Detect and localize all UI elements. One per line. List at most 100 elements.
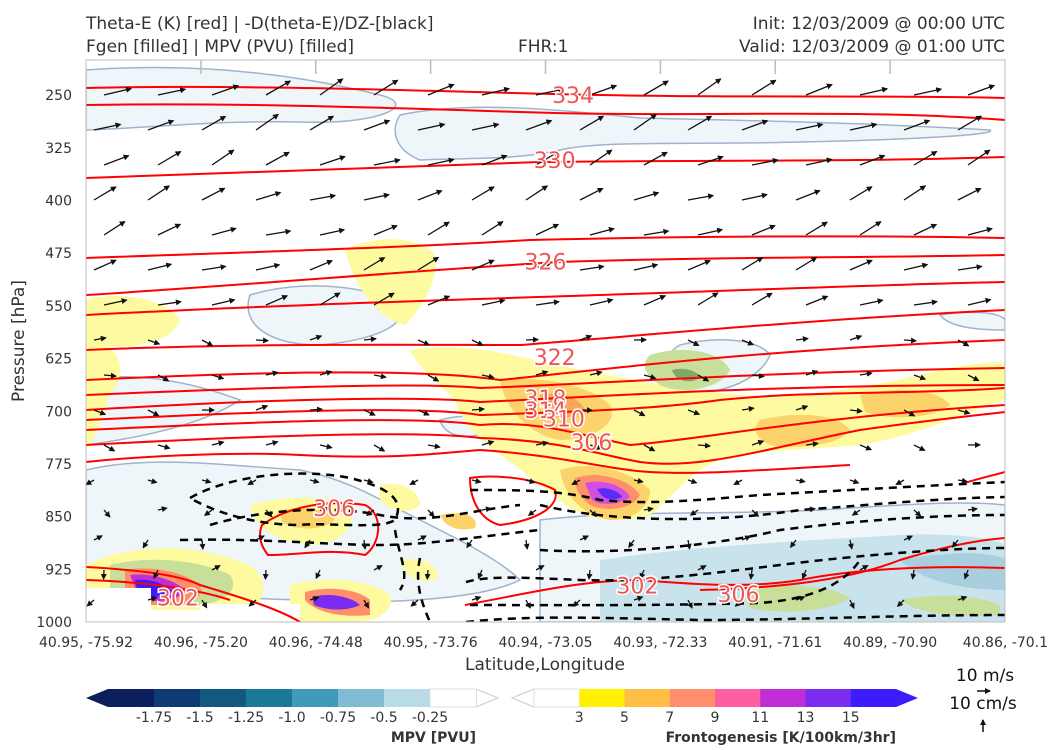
wind-arrow <box>751 292 773 306</box>
wind-arrow <box>255 262 281 271</box>
theta-e-label: 306 <box>313 497 355 522</box>
wind-arrow <box>201 478 212 484</box>
wind-arrow <box>751 439 765 446</box>
wind-arrow <box>903 409 916 417</box>
wind-arrow <box>963 569 970 580</box>
wind-arrow <box>795 256 818 271</box>
wind-arrow <box>526 60 529 61</box>
wind-arrow <box>859 370 873 377</box>
wind-arrow <box>913 299 938 306</box>
wind-arrow <box>903 337 917 344</box>
wind-arrow <box>93 335 107 342</box>
wind-arrow <box>789 539 797 549</box>
wind-arrow <box>319 443 333 450</box>
colorbar-tick: -1.5 <box>186 710 213 726</box>
wind-arrow <box>643 295 667 306</box>
wind-arrow <box>805 295 829 306</box>
wind-arrow <box>859 154 886 166</box>
wind-arrow <box>255 404 269 411</box>
y-tick-label: 550 <box>45 299 72 315</box>
wind-arrow <box>525 262 551 271</box>
wind-arrow <box>417 189 443 201</box>
x-tick-label: 40.96, -74.48 <box>269 635 363 651</box>
wind-arrow <box>319 78 344 96</box>
wind-arrow <box>643 444 656 452</box>
wind-arrow <box>751 79 777 96</box>
wind-arrow <box>795 595 806 602</box>
wind-arrow <box>849 122 878 131</box>
colorbar-tick: 5 <box>620 710 629 726</box>
wind-arrow <box>535 299 560 306</box>
wind-arrow <box>633 477 644 484</box>
wind-arrow <box>849 599 855 610</box>
wind-arrow <box>103 298 128 306</box>
wind-arrow <box>471 595 482 602</box>
wind-arrow <box>904 60 907 61</box>
wind-arrow <box>633 409 646 417</box>
wind-arrow <box>589 226 615 236</box>
colorbar-swatch <box>850 689 897 707</box>
wind-arrow <box>427 295 451 306</box>
wind-arrow <box>859 444 873 451</box>
wind-arrow <box>157 374 170 382</box>
wind-arrow <box>319 506 330 513</box>
wind-arrow <box>262 569 269 580</box>
wind-arrow <box>471 478 482 484</box>
wind-arrow <box>643 374 657 380</box>
wind-arrow <box>255 337 269 344</box>
colorbar-swatch <box>246 689 293 707</box>
y-tick-label: 1000 <box>36 615 72 631</box>
wind-arrow <box>93 259 117 271</box>
wind-arrow <box>801 569 808 580</box>
colorbar-swatch <box>384 689 431 707</box>
wind-arrow <box>957 264 983 271</box>
colorbar-swatch <box>108 689 155 707</box>
wind-arrow <box>147 595 158 602</box>
wind-arrow <box>849 186 873 201</box>
wind-arrow <box>201 599 208 609</box>
wind-arrow <box>734 599 743 607</box>
wind-arrow <box>310 60 312 61</box>
wind-arrow <box>309 595 320 602</box>
terrain-mask <box>86 588 151 622</box>
wind-arrow <box>471 259 495 271</box>
wind-arrow <box>199 539 206 550</box>
wind-arrow <box>373 373 387 380</box>
wind-arrow <box>201 115 227 131</box>
wind-arrow <box>579 334 593 341</box>
wind-arrow <box>525 478 536 485</box>
y-tick-label: 625 <box>45 352 72 368</box>
theta-e-label: 302 <box>157 586 199 611</box>
wind-arrow <box>309 115 335 131</box>
wind-arrow <box>201 264 227 271</box>
wind-arrow <box>424 569 431 580</box>
wind-arrow <box>86 479 95 486</box>
colorbar-swatch <box>760 689 806 707</box>
wind-arrow <box>689 509 699 516</box>
x-axis: 40.95, -75.92 40.96, -75.20 40.96, -74.48 4… <box>39 635 1048 651</box>
wind-arrow <box>628 539 635 549</box>
wind-arrow <box>373 444 386 452</box>
terrain-mask <box>200 604 300 622</box>
wind-arrow <box>418 60 420 61</box>
fgen-colorbar: 3 5 7 9 11 13 15 Frontogenesis [K/100km/3hr] <box>510 688 918 746</box>
wind-arrow <box>103 221 126 236</box>
wind-arrow <box>957 115 983 131</box>
wind-arrow <box>687 599 693 609</box>
wind-arrow <box>795 404 809 411</box>
wind-arrow <box>481 506 492 513</box>
wind-arrow <box>319 370 333 376</box>
x-tick-label: 40.93, -72.33 <box>613 635 707 651</box>
wind-arrow <box>859 564 869 571</box>
wind-arrow <box>741 535 752 541</box>
wind-arrow <box>361 539 368 550</box>
wind-ref-vertical: 10 cm/s <box>949 694 1017 714</box>
wind-arrow <box>796 60 798 61</box>
wind-ref-horizontal: 10 m/s <box>956 666 1014 686</box>
colorbar-tick: -1.25 <box>228 710 264 726</box>
wind-arrow <box>319 292 341 306</box>
wind-arrow <box>859 221 882 236</box>
theta-e-label: 314 <box>525 399 567 424</box>
wind-arrow <box>211 149 235 166</box>
